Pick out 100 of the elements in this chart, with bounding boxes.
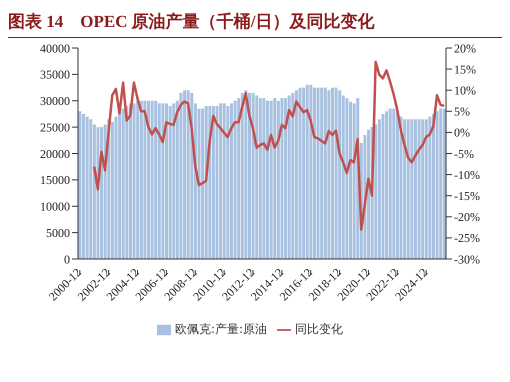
bar bbox=[291, 92, 294, 259]
bar bbox=[154, 100, 158, 259]
bar bbox=[309, 84, 312, 259]
bar bbox=[89, 119, 92, 259]
bar bbox=[132, 103, 136, 259]
y2-tick-label: 5% bbox=[454, 104, 470, 119]
y2-tick-label: -25% bbox=[454, 231, 480, 246]
bar bbox=[255, 95, 258, 259]
y-tick-label: 0 bbox=[64, 252, 70, 266]
bar bbox=[186, 90, 190, 259]
bar bbox=[418, 119, 421, 259]
y2-tick-label: 20% bbox=[454, 41, 476, 56]
bar bbox=[396, 111, 399, 259]
bar bbox=[136, 100, 140, 259]
bar bbox=[165, 103, 168, 259]
bar bbox=[414, 119, 417, 259]
y-tick-label: 30000 bbox=[40, 94, 70, 108]
y2-tick-label: -5% bbox=[454, 146, 474, 161]
bar bbox=[201, 108, 204, 259]
bar bbox=[262, 98, 266, 259]
y2-tick-label: 0% bbox=[454, 126, 470, 140]
bar bbox=[298, 88, 302, 259]
bar bbox=[302, 88, 306, 259]
bar bbox=[222, 103, 226, 259]
bar bbox=[140, 100, 143, 259]
bar bbox=[266, 100, 270, 259]
bar bbox=[392, 108, 396, 259]
y2-tick-label: -30% bbox=[454, 252, 480, 266]
bar bbox=[146, 100, 150, 259]
bar bbox=[432, 114, 435, 259]
y2-tick-label: -10% bbox=[454, 168, 480, 182]
bar bbox=[128, 103, 132, 259]
bar bbox=[424, 119, 428, 259]
bar bbox=[388, 108, 392, 259]
bar bbox=[320, 88, 324, 259]
legend-label: 同比变化 bbox=[295, 322, 344, 336]
y-tick-label: 40000 bbox=[40, 41, 70, 56]
bar bbox=[82, 114, 86, 259]
bar bbox=[179, 92, 182, 259]
y2-tick-label: -15% bbox=[454, 188, 480, 203]
bar bbox=[244, 90, 248, 259]
bar bbox=[273, 98, 276, 259]
bar bbox=[168, 106, 172, 259]
bar bbox=[230, 103, 233, 259]
bar bbox=[226, 106, 230, 259]
bar bbox=[280, 98, 284, 259]
bar bbox=[294, 90, 298, 259]
bar bbox=[436, 111, 439, 259]
bar bbox=[122, 108, 125, 259]
y2-tick-label: 15% bbox=[454, 62, 476, 76]
bar bbox=[306, 84, 309, 259]
bar bbox=[219, 103, 222, 259]
bar bbox=[406, 119, 410, 259]
bar bbox=[428, 116, 432, 259]
bar bbox=[212, 106, 215, 259]
bar bbox=[183, 90, 186, 259]
bar bbox=[143, 100, 146, 259]
bar bbox=[410, 119, 414, 259]
bar bbox=[330, 88, 334, 259]
bar bbox=[252, 92, 255, 259]
bar bbox=[158, 103, 161, 259]
bar bbox=[327, 90, 330, 259]
bar bbox=[288, 95, 291, 259]
bar bbox=[118, 111, 122, 259]
y-tick-label: 15000 bbox=[40, 173, 70, 188]
bar bbox=[316, 88, 320, 259]
y-tick-label: 20000 bbox=[40, 146, 70, 161]
y2-tick-label: 10% bbox=[454, 83, 476, 98]
bar bbox=[150, 100, 154, 259]
bar bbox=[78, 111, 82, 259]
bar bbox=[86, 116, 89, 259]
bar bbox=[234, 100, 237, 259]
bar bbox=[161, 103, 164, 259]
y-tick-label: 10000 bbox=[40, 200, 70, 214]
bar bbox=[338, 90, 342, 259]
bar bbox=[439, 108, 442, 259]
bar bbox=[334, 88, 338, 259]
y-tick-label: 35000 bbox=[40, 68, 70, 82]
bar bbox=[125, 106, 128, 259]
bar bbox=[276, 100, 280, 259]
bar bbox=[284, 98, 288, 259]
bar bbox=[114, 116, 118, 259]
bar bbox=[172, 103, 176, 259]
y-tick-label: 25000 bbox=[40, 120, 70, 134]
bar bbox=[324, 88, 327, 259]
bar bbox=[349, 102, 352, 259]
y-tick-label: 5000 bbox=[46, 226, 70, 240]
bar bbox=[240, 92, 244, 259]
bar bbox=[385, 111, 388, 259]
bar bbox=[421, 119, 424, 259]
bar bbox=[216, 106, 219, 259]
bar bbox=[270, 100, 273, 259]
bar bbox=[258, 98, 262, 259]
bar bbox=[381, 114, 384, 259]
line-series bbox=[92, 60, 446, 231]
bar bbox=[367, 130, 370, 259]
chart-title: 图表 14 OPEC 原油产量（千桶/日）及同比变化 bbox=[8, 8, 502, 38]
y2-tick-label: -20% bbox=[454, 210, 480, 224]
bar bbox=[312, 88, 316, 259]
bar bbox=[345, 98, 348, 259]
